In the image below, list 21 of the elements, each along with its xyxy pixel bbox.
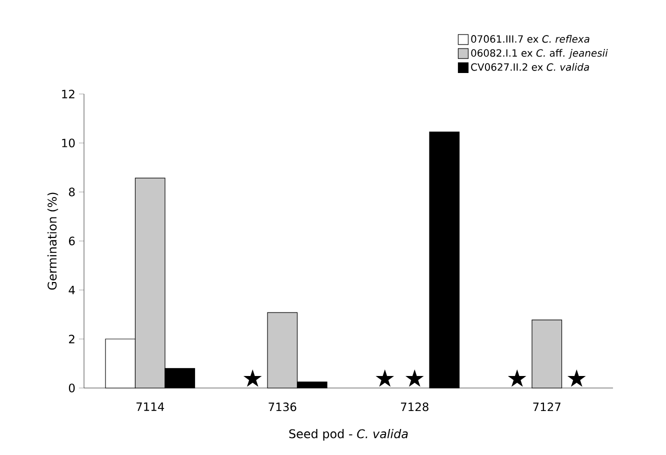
y-tick-label: 0	[68, 384, 75, 392]
x-tick-label: 7128	[400, 402, 428, 412]
legend-label: 07061.III.7 ex C. reflexa	[471, 35, 590, 43]
annotation: ★	[405, 369, 424, 387]
y-tick-label: 12	[62, 90, 74, 98]
x-tick-label: 7136	[268, 402, 296, 412]
x-tick-label: 7127	[533, 402, 560, 412]
annotation: ★	[376, 369, 394, 387]
y-tick-label: 6	[68, 236, 75, 246]
annotation: ★	[243, 369, 262, 387]
legend-label: 06082.I.1 ex C. aff. jeanesii	[471, 49, 608, 59]
y-tick-label: 2	[69, 334, 74, 344]
annotation: ★	[567, 369, 586, 387]
annotation: ★	[508, 369, 526, 387]
y-tick-label: 8	[68, 188, 75, 196]
y-tick-label: 10	[62, 138, 75, 148]
legend-label: CV0627.II.2 ex C. valida	[471, 63, 589, 71]
x-axis-title: Seed pod - C. valida	[289, 429, 408, 441]
x-tick-label: 7114	[136, 402, 164, 411]
y-axis-title: Germination (%)	[47, 192, 58, 290]
y-tick-label: 4	[68, 286, 75, 294]
